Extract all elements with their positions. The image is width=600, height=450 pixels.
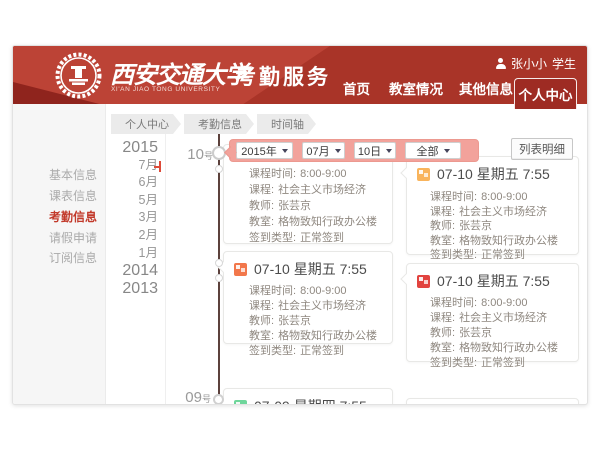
card-field: 教室: 格物致知行政办公楼 xyxy=(430,342,559,354)
breadcrumb-attendance[interactable]: 考勤信息 xyxy=(184,114,254,134)
timeline-node xyxy=(213,394,224,404)
scale-divider xyxy=(165,134,166,404)
attendance-type-icon xyxy=(234,399,247,404)
card-field: 教室: 格物致知行政办公楼 xyxy=(430,234,559,247)
scale-month[interactable]: 2月 xyxy=(138,227,158,242)
card-field: 教师: 张芸京 xyxy=(249,200,312,212)
nav-item-other-info[interactable]: 其他信息 xyxy=(459,82,513,97)
year-dropdown[interactable]: 2015年 xyxy=(236,142,293,159)
breadcrumb-timeline[interactable]: 时间轴 xyxy=(257,114,316,134)
timeline-scale: 2015 7月 6月 5月 3月 2月 1月 2014 2013 xyxy=(108,139,158,297)
attendance-card xyxy=(406,398,579,404)
card-field: 课程: 社会主义市场经济 xyxy=(249,184,367,196)
nav-item-home[interactable]: 首页 xyxy=(343,82,370,97)
card-field: 签到类型: 正常签到 xyxy=(430,357,526,369)
attendance-card: 07-09 星期四 7:55 xyxy=(217,388,393,404)
attendance-card: 07-10 星期五 7:55 课程时间: 8:00-9:00 课程: 社会主义市场经… xyxy=(400,156,579,261)
card-field: 课程: 社会主义市场经济 xyxy=(430,312,548,324)
app-window: 西安交通大学 XI'AN JIAO TONG UNIVERSITY 考勤服务 张… xyxy=(12,45,588,405)
card-field: 教室: 格物致知行政办公楼 xyxy=(249,216,378,228)
card-field: 教师: 张芸京 xyxy=(430,327,493,339)
scale-month[interactable]: 3月 xyxy=(138,210,158,225)
card-title: 07-09 星期四 7:55 xyxy=(224,389,392,404)
scale-year[interactable]: 2015 xyxy=(122,139,158,156)
university-name-cn: 西安交通大学 xyxy=(110,63,249,89)
day-marker-09: 09号 xyxy=(185,389,211,405)
attendance-type-icon xyxy=(417,167,430,181)
nav-item-classrooms[interactable]: 教室情况 xyxy=(389,82,443,97)
sidebar-item-timetable[interactable]: 课表信息 xyxy=(49,189,98,203)
attendance-card: 07-10 星期五 7:55 课程时间: 8:00-9:00 课程: 社会主义市场经… xyxy=(400,263,579,369)
list-detail-button[interactable]: 列表明细 xyxy=(511,138,573,160)
card-field: 课程时间: 8:00-9:00 xyxy=(430,297,528,309)
breadcrumb: 个人中心 考勤信息 时间轴 xyxy=(111,114,319,134)
university-name-en: XI'AN JIAO TONG UNIVERSITY xyxy=(111,86,221,93)
scale-year[interactable]: 2014 xyxy=(122,262,158,280)
person-icon xyxy=(495,58,506,69)
filter-bar: 2015年 07月 10日 全部 xyxy=(229,139,479,162)
sidebar-item-subscription[interactable]: 订阅信息 xyxy=(49,251,98,265)
timeline-node xyxy=(215,165,223,173)
day-dropdown[interactable]: 10日 xyxy=(354,142,396,159)
timeline-node xyxy=(215,274,223,282)
user-name: 张小小 xyxy=(510,57,547,71)
app-title: 考勤服务 xyxy=(235,66,331,89)
sidebar-item-basic-info[interactable]: 基本信息 xyxy=(49,168,98,182)
sidebar: 基本信息 课表信息 考勤信息 请假申请 订阅信息 xyxy=(13,104,106,404)
scale-month[interactable]: 7月 xyxy=(138,157,158,172)
card-field: 课程时间: 8:00-9:00 xyxy=(430,191,528,203)
chevron-down-icon xyxy=(281,148,288,153)
user-role: 学生 xyxy=(551,57,576,71)
card-field: 教室: 格物致知行政办公楼 xyxy=(249,330,378,342)
card-field: 课程时间: 8:00-9:00 xyxy=(249,168,347,180)
card-field: 课程: 社会主义市场经济 xyxy=(249,300,367,312)
day-marker-10: 10号 xyxy=(187,146,213,163)
card-title: 07-10 星期五 7:55 xyxy=(407,157,578,184)
chevron-down-icon xyxy=(386,148,393,153)
card-field: 教师: 张芸京 xyxy=(430,220,493,232)
month-dropdown[interactable]: 07月 xyxy=(302,142,345,159)
attendance-type-icon xyxy=(234,262,247,276)
attendance-type-icon xyxy=(417,274,430,288)
timeline-node xyxy=(215,259,223,267)
sidebar-item-leave-request[interactable]: 请假申请 xyxy=(49,231,98,245)
university-logo-icon xyxy=(55,52,102,99)
scale-month[interactable]: 5月 xyxy=(138,192,158,207)
attendance-card: 07-10 星期五 7:55 课程时间: 8:00-9:00 课程: 社会主义市场经… xyxy=(217,251,393,357)
chevron-down-icon xyxy=(334,148,341,153)
card-field: 签到类型: 正常签到 xyxy=(249,232,345,244)
nav-tab-personal-center[interactable]: 个人中心 xyxy=(514,78,577,109)
card-title: 07-10 星期五 7:55 xyxy=(224,252,392,279)
breadcrumb-personal-center[interactable]: 个人中心 xyxy=(111,114,181,134)
scale-year[interactable]: 2013 xyxy=(122,279,158,297)
card-field: 签到类型: 正常签到 xyxy=(249,345,345,357)
user-info[interactable]: 张小小 学生 xyxy=(495,55,576,72)
app-header: 西安交通大学 XI'AN JIAO TONG UNIVERSITY 考勤服务 张… xyxy=(13,46,587,104)
scale-month[interactable]: 6月 xyxy=(138,175,158,190)
current-month-marker xyxy=(154,161,161,172)
card-field: 课程: 社会主义市场经济 xyxy=(430,205,548,218)
sidebar-item-attendance[interactable]: 考勤信息 xyxy=(49,210,98,224)
card-field: 教师: 张芸京 xyxy=(249,315,312,327)
scale-month[interactable]: 1月 xyxy=(138,245,158,260)
card-field: 课程时间: 8:00-9:00 xyxy=(249,285,347,297)
card-field: 签到类型: 正常签到 xyxy=(430,249,526,261)
chevron-down-icon xyxy=(443,148,450,153)
type-dropdown[interactable]: 全部 xyxy=(405,142,461,159)
card-title: 07-10 星期五 7:55 xyxy=(407,264,578,291)
